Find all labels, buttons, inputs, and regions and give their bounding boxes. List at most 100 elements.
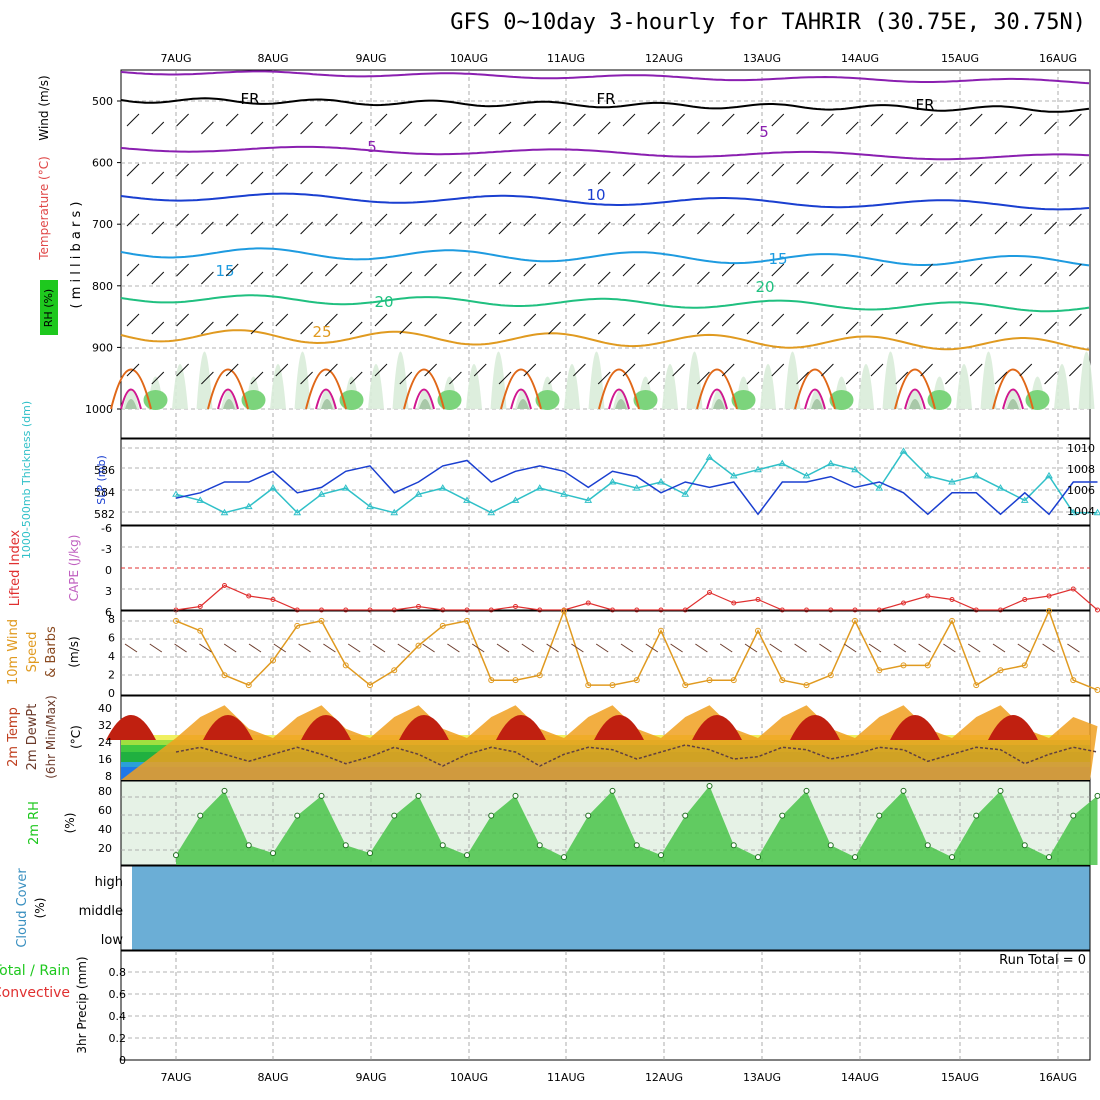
slp-tick: 1008 xyxy=(1067,463,1095,476)
wind-barb xyxy=(895,371,909,385)
wind-barb xyxy=(151,171,165,185)
wind-barb xyxy=(969,263,983,277)
rh-shade xyxy=(223,399,235,409)
wind-barb xyxy=(225,113,239,127)
rh-point xyxy=(197,812,204,819)
wind-barb xyxy=(1019,363,1033,377)
wind10-point xyxy=(803,682,810,689)
wind-barb xyxy=(250,271,264,285)
wind-barb xyxy=(126,263,140,277)
contour-30c xyxy=(992,368,1034,410)
temp-tick: 16 xyxy=(98,753,112,766)
rh-tick: 80 xyxy=(98,785,112,798)
slp-ylabel-thick: 1000-500mb Thickness (dm) xyxy=(20,401,33,559)
contour-label: FR xyxy=(915,96,934,114)
wind-barb xyxy=(325,363,338,377)
wind-barb xyxy=(721,163,735,177)
contour-35c xyxy=(315,388,337,410)
wind-barb xyxy=(746,221,760,235)
rh-shade xyxy=(1007,399,1019,409)
li-point xyxy=(707,590,712,595)
thickness-point xyxy=(972,471,981,479)
wind-barb xyxy=(969,213,983,227)
li-point xyxy=(731,600,737,606)
rh-point xyxy=(658,852,664,859)
precip-tick: 0.2 xyxy=(109,1032,127,1045)
wind-barb xyxy=(771,363,785,377)
wind10-point xyxy=(561,608,567,614)
wind10-barb xyxy=(1067,643,1080,653)
contour-30c xyxy=(794,368,836,410)
rh-shade xyxy=(760,364,776,409)
li-point xyxy=(634,607,640,613)
wind-barb xyxy=(126,213,140,227)
wind-barb xyxy=(597,221,611,235)
wind-barb xyxy=(622,363,636,377)
rh-area xyxy=(176,785,1098,865)
date-label-top: 16AUG xyxy=(1039,52,1077,65)
wind-barb xyxy=(870,363,884,377)
rh-tick: 40 xyxy=(98,823,112,836)
wind10-barb xyxy=(372,643,386,653)
wind10-point xyxy=(1094,687,1100,694)
wind10-point xyxy=(852,617,858,624)
wind-barb xyxy=(771,163,785,177)
wind-barb xyxy=(746,271,760,285)
thickness-point xyxy=(438,484,447,491)
date-label-bottom: 10AUG xyxy=(450,1071,488,1084)
wind-barb xyxy=(746,371,760,385)
wind10-barb xyxy=(174,643,187,653)
wind-barb xyxy=(870,113,884,127)
wind10-barb xyxy=(447,643,460,653)
date-label-top: 10AUG xyxy=(450,52,488,65)
li-point xyxy=(973,607,979,613)
rh-shade xyxy=(270,364,286,409)
li-ylabel: Lifted Index xyxy=(8,529,23,606)
rh-point xyxy=(561,854,567,861)
rh-shade xyxy=(172,364,188,409)
wind-barb xyxy=(1019,163,1033,177)
wind-barb xyxy=(870,213,884,227)
cloud-panel: high middle low Cloud Cover (%) xyxy=(15,865,1091,951)
wind10-barb xyxy=(744,643,758,653)
date-label-top: 12AUG xyxy=(645,52,683,65)
wind-barb xyxy=(945,121,958,135)
wind-barb xyxy=(895,271,909,285)
thickness-point xyxy=(1069,508,1078,516)
lifted-index-panel: -6 -3 0 3 6 Lifted Index CAPE (J/kg) xyxy=(8,522,1100,619)
wind-barb xyxy=(1069,113,1082,127)
li-point xyxy=(998,607,1003,613)
wind-barb xyxy=(275,213,289,227)
wind-barb xyxy=(721,263,735,277)
precip-ylabel-a: Total / Rain xyxy=(0,963,70,979)
wind-barb xyxy=(449,171,462,185)
thickness-point xyxy=(317,490,326,497)
wind-barb xyxy=(895,221,909,235)
wind10-barb xyxy=(347,643,361,653)
wind-barb xyxy=(895,171,909,185)
temp-peak xyxy=(692,715,742,740)
wind10-ylabel-c: & Barbs xyxy=(44,626,59,678)
mb-tick: 800 xyxy=(92,280,113,293)
temp-tick: 40 xyxy=(98,702,112,715)
wind-barb xyxy=(845,121,859,135)
rh-point xyxy=(900,787,907,794)
rh-shade xyxy=(615,399,627,409)
contour-30c xyxy=(894,368,936,410)
date-label-bottom: 8AUG xyxy=(257,1071,288,1084)
wind-barb xyxy=(151,271,165,285)
wind-barb xyxy=(424,363,437,377)
wind10-barb xyxy=(819,643,832,653)
wind-barb xyxy=(796,121,809,135)
date-label-bottom: 16AUG xyxy=(1039,1071,1077,1084)
wind-barb xyxy=(994,371,1008,385)
thickness-point xyxy=(632,484,641,491)
wind10-point xyxy=(197,627,204,634)
rh-point xyxy=(585,812,592,819)
li-point xyxy=(367,607,373,613)
li-point xyxy=(1046,593,1052,599)
rh-shade xyxy=(882,351,899,409)
wind-barb xyxy=(126,113,140,127)
